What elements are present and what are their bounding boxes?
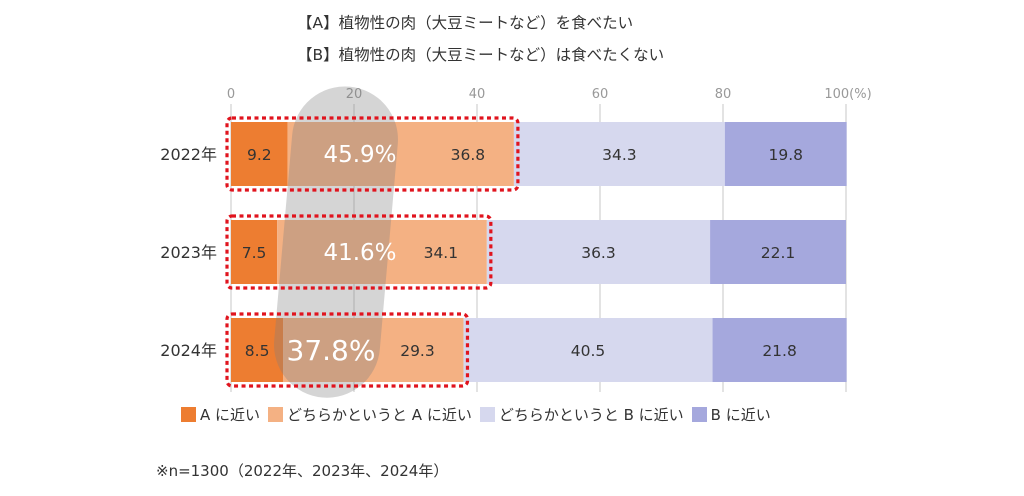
data-label: 36.3 — [581, 244, 616, 262]
data-label: 7.5 — [242, 244, 267, 262]
legend-swatch — [268, 407, 284, 422]
legend-swatch — [181, 407, 196, 422]
data-label: 34.1 — [424, 244, 459, 262]
x-tick-label: 80 — [715, 87, 732, 102]
category-label: 2022年 — [160, 145, 217, 164]
data-label: 19.8 — [768, 146, 803, 164]
bar-segment — [463, 318, 713, 382]
x-tick-label: 40 — [469, 87, 486, 102]
bar-segment — [231, 318, 284, 382]
legend-label: B に近い — [710, 406, 771, 424]
bar-segment — [287, 122, 514, 186]
data-label: 36.8 — [451, 146, 486, 164]
data-label: 22.1 — [761, 244, 796, 262]
x-tick-label: 0 — [227, 87, 235, 102]
bar-segment — [710, 220, 846, 284]
sample-size-note: ※n=1300（2022年、2023年、2024年） — [156, 462, 449, 480]
data-label: 9.2 — [247, 146, 272, 164]
legend-item: A に近い — [181, 404, 260, 425]
legend-item: B に近い — [691, 404, 771, 425]
chart-title-b: 【B】植物性の肉（大豆ミートなど）は食べたくない — [297, 46, 665, 64]
bar-segment — [277, 220, 487, 284]
bar-segment — [486, 220, 711, 284]
legend-item: どちらかというと B に近い — [479, 404, 684, 425]
x-tick-label: 60 — [592, 87, 609, 102]
bar-segment — [231, 122, 288, 186]
bar-segment — [712, 318, 847, 382]
legend-item: どちらかというと A に近い — [268, 404, 472, 425]
bar-segment — [724, 122, 847, 186]
highlight-dotted-box — [225, 214, 493, 290]
legend-swatch — [691, 407, 707, 422]
chart-title-a: 【A】植物性の肉（大豆ミートなど）を食べたい — [297, 14, 634, 32]
category-label: 2024年 — [160, 341, 217, 360]
category-label: 2023年 — [160, 243, 217, 262]
legend-label: どちらかというと A に近い — [287, 406, 472, 424]
data-label: 21.8 — [762, 342, 797, 360]
data-label: 29.3 — [400, 342, 435, 360]
x-tick-label: 20 — [346, 87, 363, 102]
highlight-pill — [274, 86, 398, 398]
data-label: 34.3 — [602, 146, 637, 164]
legend: A に近い どちらかというと A に近い どちらかというと B に近い B に近… — [181, 404, 779, 425]
data-label: 8.5 — [245, 342, 270, 360]
highlight-pill-shape — [274, 86, 398, 398]
bar-segment — [513, 122, 725, 186]
bar-segment — [231, 220, 278, 284]
legend-label: どちらかというと B に近い — [498, 406, 684, 424]
legend-label: A に近い — [200, 406, 261, 424]
bar-segment — [283, 318, 464, 382]
highlight-dotted-box — [225, 312, 470, 388]
data-label: 40.5 — [571, 342, 606, 360]
legend-swatch — [479, 407, 495, 422]
highlight-total-label: 45.9% — [323, 142, 396, 168]
highlight-total-label: 37.8% — [287, 334, 376, 367]
x-tick-label: 100(%) — [824, 87, 871, 102]
highlight-dotted-box — [225, 116, 520, 192]
highlight-total-label: 41.6% — [323, 240, 396, 266]
